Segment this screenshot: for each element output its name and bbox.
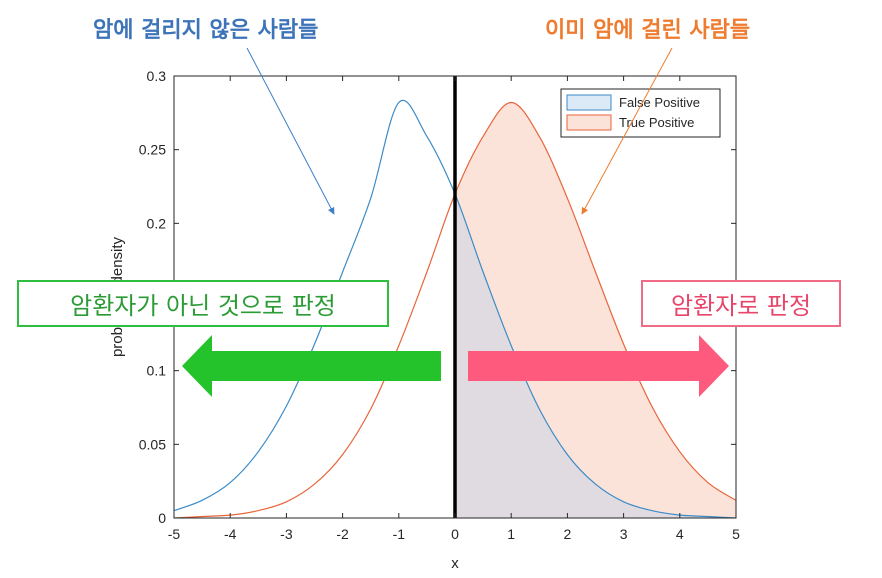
fill-false-positive [455, 193, 736, 518]
x-tick-label: -2 [336, 526, 349, 542]
x-tick-label: -4 [224, 526, 237, 542]
y-tick-label: 0 [158, 510, 166, 526]
legend-swatch-true-positive [566, 114, 612, 131]
x-tick-label: 3 [620, 526, 628, 542]
annotation-arrow-right [581, 47, 673, 215]
x-tick-label: 0 [451, 526, 459, 542]
arrow-right-big [468, 335, 729, 397]
x-tick-label: -1 [393, 526, 406, 542]
x-tick-label: -3 [280, 526, 293, 542]
arrow-left-big [182, 335, 441, 397]
x-tick-label: 4 [676, 526, 684, 542]
series-fills [455, 102, 736, 518]
annotation-arrow-left [246, 47, 335, 215]
legend-swatch-false-positive [566, 94, 612, 111]
y-tick-label: 0.1 [147, 363, 167, 379]
legend-label-false-positive: False Positive [619, 95, 700, 110]
label-negative-decision: 암환자가 아닌 것으로 판정 [17, 280, 389, 327]
y-tick-label: 0.25 [139, 142, 166, 158]
annotation-cancer: 이미 암에 걸린 사람들 [545, 18, 751, 43]
legend: False Positive True Positive [560, 88, 721, 138]
x-tick-label: 2 [564, 526, 572, 542]
x-axis-label: x [451, 555, 459, 572]
y-tick-label: 0.2 [147, 215, 167, 231]
annotation-not-cancer: 암에 걸리지 않은 사람들 [93, 18, 319, 43]
y-tick-label: 0.3 [147, 68, 167, 84]
x-tick-label: 5 [732, 526, 740, 542]
legend-label-true-positive: True Positive [619, 115, 694, 130]
y-tick-label: 0.05 [139, 436, 166, 452]
label-positive-decision: 암환자로 판정 [641, 280, 841, 327]
x-tick-label: 1 [507, 526, 515, 542]
x-tick-label: -5 [168, 526, 181, 542]
